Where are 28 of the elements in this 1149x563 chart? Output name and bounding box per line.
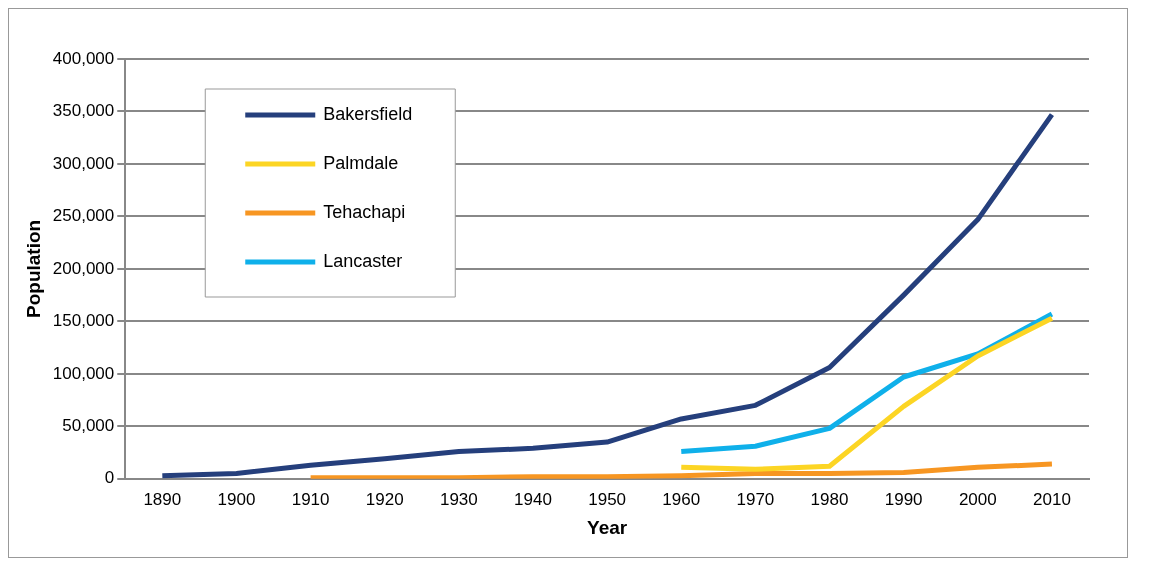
y-tick-label: 0	[104, 468, 115, 488]
x-tick-label: 1940	[514, 489, 552, 509]
x-tick-label: 1950	[588, 489, 627, 509]
x-tick-label: 1930	[439, 489, 478, 509]
legend-label: Lancaster	[323, 250, 403, 271]
legend-label: Tehachapi	[323, 201, 406, 222]
legend-label: Bakersfield	[323, 103, 413, 124]
y-tick-label: 200,000	[52, 258, 115, 278]
x-axis-title: Year	[587, 516, 628, 538]
x-tick-label: 1900	[217, 489, 256, 509]
x-tick-label: 2010	[1033, 489, 1071, 509]
x-tick-label: 1980	[810, 489, 849, 509]
x-tick-label: 1970	[736, 489, 775, 509]
y-tick-label: 150,000	[52, 311, 115, 331]
x-tick-label: 1960	[662, 489, 701, 509]
y-tick-label: 350,000	[52, 101, 115, 121]
x-tick-label: 1920	[365, 489, 404, 509]
y-tick-label: 50,000	[62, 416, 115, 436]
x-tick-label: 1990	[884, 489, 923, 509]
x-tick-label: 2000	[958, 489, 997, 509]
x-tick-label: 1910	[291, 489, 330, 509]
y-tick-label: 400,000	[52, 48, 115, 68]
legend-label: Palmdale	[323, 152, 399, 173]
y-tick-label: 100,000	[52, 363, 115, 383]
y-tick-label: 300,000	[52, 153, 115, 173]
y-tick-label: 250,000	[52, 206, 115, 226]
y-axis-title: Population	[22, 219, 44, 318]
x-tick-label: 1890	[143, 489, 182, 509]
